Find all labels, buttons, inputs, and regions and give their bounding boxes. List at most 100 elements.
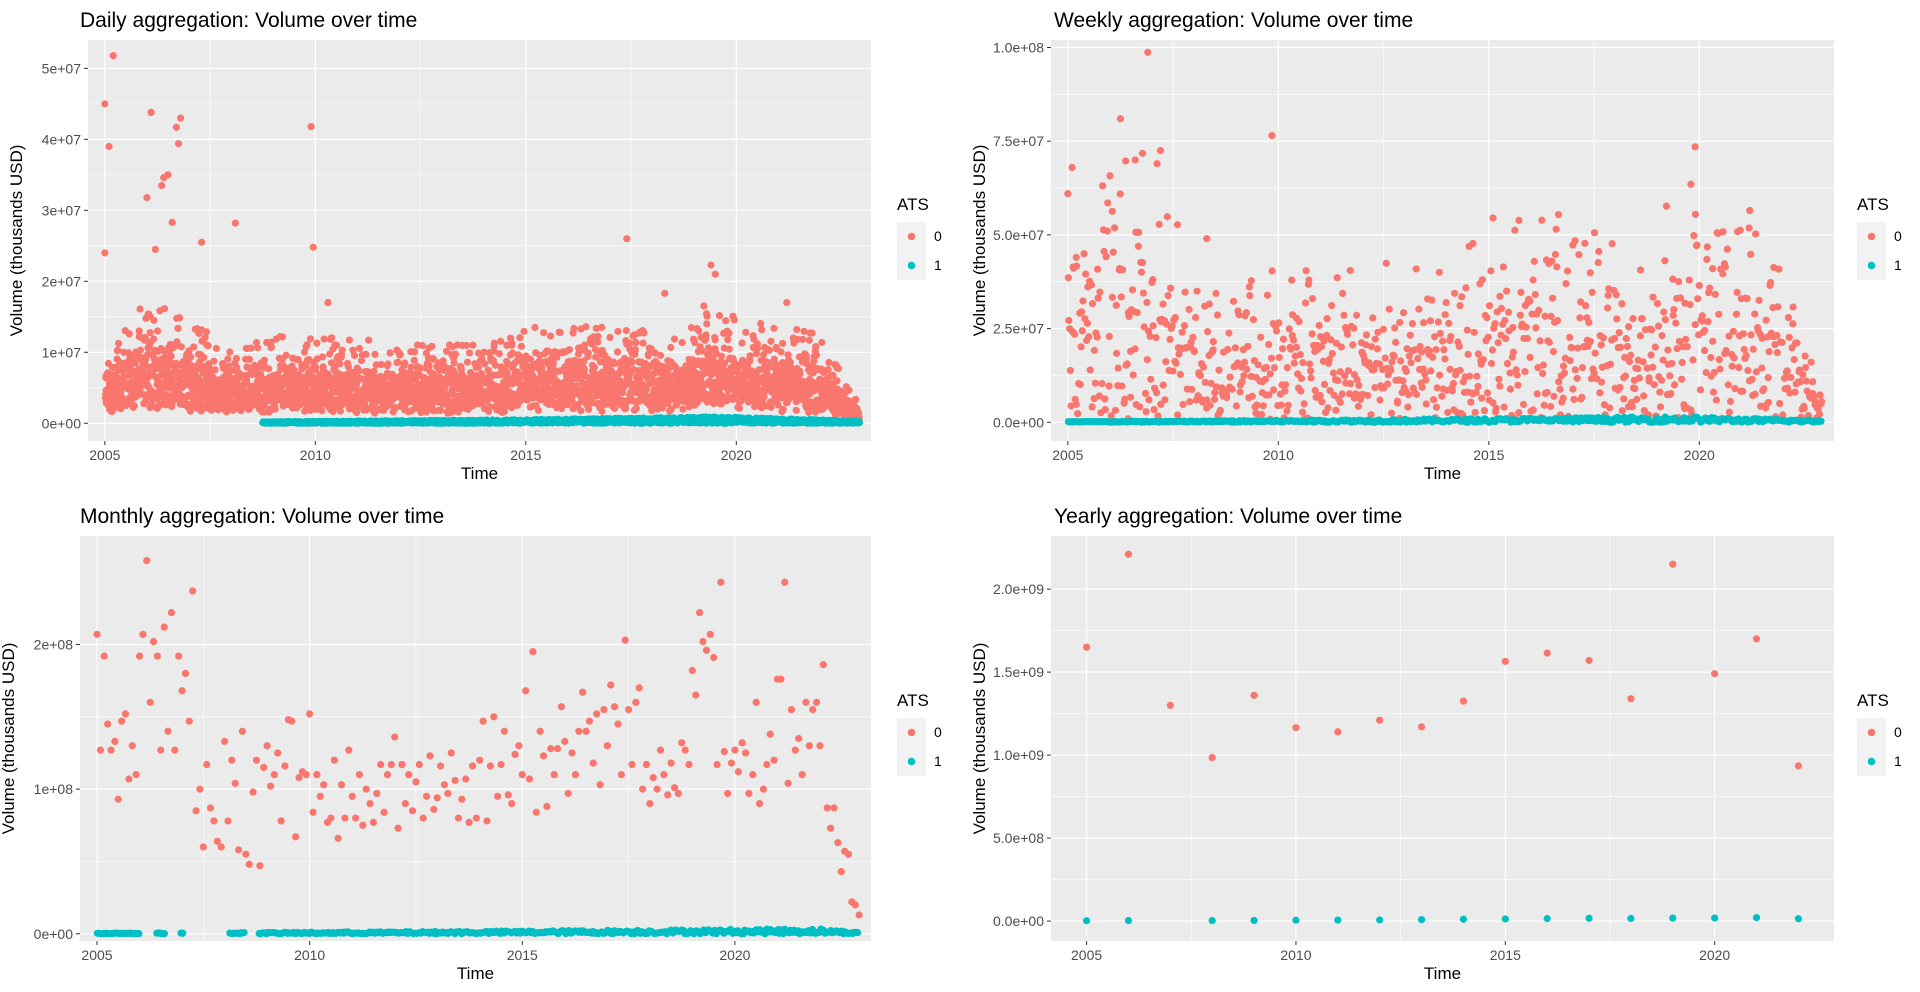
data-point-ats-0: [753, 344, 762, 353]
data-point-ats-0: [394, 358, 402, 366]
data-point-ats-0: [474, 363, 482, 371]
data-point-ats-0: [309, 243, 317, 251]
data-point-ats-0: [462, 341, 471, 350]
x-tick-label: 2010: [1263, 447, 1294, 463]
data-point-ats-0: [1064, 274, 1072, 282]
data-point-ats-0: [687, 323, 695, 332]
data-point-ats-0: [845, 386, 853, 394]
x-tick-label: 2020: [1684, 447, 1715, 463]
data-point-ats-0: [320, 335, 328, 343]
data-point-ats-0: [799, 335, 807, 344]
x-tick-label: 2005: [89, 447, 120, 463]
data-point-ats-0: [777, 348, 785, 356]
data-point-ats-0: [700, 302, 708, 310]
x-tick-label: 2020: [721, 447, 752, 463]
data-point-ats-0: [640, 329, 648, 337]
data-point-ats-0: [1105, 382, 1113, 390]
data-point-ats-0: [584, 349, 592, 357]
data-point-ats-0: [725, 329, 733, 337]
data-point-ats-0: [702, 331, 710, 339]
data-point-ats-0: [670, 335, 679, 343]
y-tick-label: 5.0e+07: [993, 227, 1044, 243]
data-point-ats-0: [584, 405, 593, 413]
data-point-ats-0: [1118, 382, 1126, 390]
data-point-ats-0: [1082, 270, 1090, 278]
data-point-ats-0: [332, 341, 341, 349]
data-point-ats-0: [598, 323, 606, 331]
y-tick-label: 2e+07: [42, 273, 82, 289]
data-point-ats-0: [529, 394, 537, 402]
data-point-ats-0: [1121, 395, 1129, 403]
data-point-ats-0: [497, 337, 505, 345]
data-point-ats-0: [469, 341, 477, 349]
data-point-ats-0: [1080, 250, 1088, 258]
data-point-ats-0: [143, 193, 151, 202]
data-point-ats-0: [1125, 312, 1133, 321]
data-point-ats-0: [436, 406, 444, 415]
data-point-ats-0: [812, 351, 820, 359]
data-point-ats-0: [779, 339, 787, 348]
data-point-ats-0: [758, 326, 766, 334]
data-point-ats-0: [361, 400, 369, 408]
data-point-ats-0: [450, 359, 458, 367]
data-point-ats-0: [517, 373, 525, 381]
data-point-ats-0: [588, 340, 596, 348]
data-point-ats-0: [1101, 406, 1109, 414]
legend-label: 0: [934, 228, 942, 244]
data-point-ats-0: [503, 369, 511, 377]
data-point-ats-0: [1107, 412, 1115, 420]
data-point-ats-0: [131, 359, 139, 367]
data-point-ats-0: [271, 405, 279, 413]
data-point-ats-0: [130, 402, 138, 410]
data-point-ats-0: [1112, 301, 1120, 309]
data-point-ats-0: [639, 339, 647, 347]
data-point-ats-0: [824, 365, 832, 374]
data-point-ats-0: [534, 406, 543, 414]
data-point-ats-0: [508, 349, 517, 357]
data-point-ats-0: [520, 327, 528, 335]
data-point-ats-0: [260, 356, 268, 364]
data-point-ats-0: [1112, 349, 1121, 357]
data-point-ats-0: [418, 341, 427, 350]
data-point-ats-0: [324, 299, 332, 307]
data-point-ats-0: [1087, 281, 1096, 289]
data-point-ats-0: [626, 339, 634, 348]
data-point-ats-0: [168, 398, 177, 407]
data-point-ats-0: [649, 401, 657, 409]
y-tick-label: 1.0e+08: [993, 39, 1044, 55]
data-point-ats-0: [1108, 293, 1116, 301]
data-point-ats-0: [802, 355, 810, 363]
data-point-ats-0: [174, 324, 182, 332]
data-point-ats-0: [1072, 262, 1081, 270]
data-point-ats-0: [355, 344, 363, 353]
data-point-ats-0: [614, 327, 622, 336]
data-point-ats-0: [109, 52, 117, 60]
data-point-ats-0: [204, 342, 212, 350]
data-point-ats-0: [770, 324, 778, 332]
data-point-ats-0: [659, 404, 667, 412]
data-point-ats-0: [307, 122, 315, 131]
data-point-ats-0: [1074, 410, 1082, 418]
data-point-ats-0: [1088, 300, 1097, 308]
data-point-ats-0: [265, 365, 273, 373]
data-point-ats-0: [1096, 288, 1104, 296]
data-point-ats-0: [724, 335, 732, 344]
data-point-ats-0: [1093, 265, 1102, 273]
data-point-ats-0: [642, 385, 651, 394]
data-point-ats-0: [698, 347, 706, 355]
data-point-ats-0: [580, 341, 589, 349]
data-point-ats-0: [622, 404, 630, 413]
data-point-ats-0: [362, 350, 370, 358]
data-point-ats-0: [570, 324, 578, 333]
data-point-ats-0: [245, 355, 254, 363]
data-point-ats-0: [1094, 294, 1102, 302]
data-point-ats-0: [1105, 332, 1113, 340]
data-point-ats-0: [151, 245, 159, 253]
data-point-ats-0: [667, 405, 675, 413]
data-point-ats-0: [631, 347, 639, 355]
data-point-ats-0: [105, 142, 113, 151]
data-point-ats-0: [538, 364, 546, 372]
data-point-ats-0: [1103, 227, 1112, 235]
data-point-ats-0: [143, 374, 152, 382]
data-point-ats-0: [722, 317, 730, 325]
